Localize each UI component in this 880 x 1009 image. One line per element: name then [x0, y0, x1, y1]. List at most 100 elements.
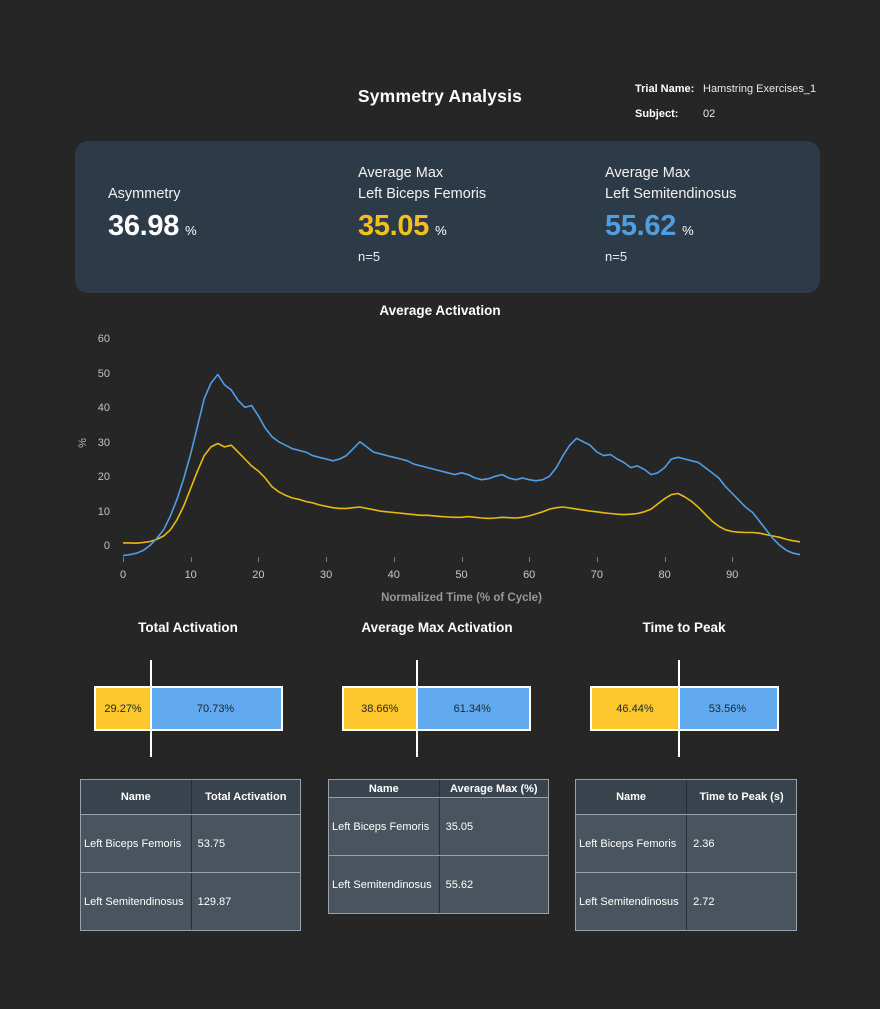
- table-row[interactable]: Left Biceps Femoris 53.75: [81, 815, 300, 872]
- table-header: Name Total Activation: [81, 780, 300, 815]
- row-name: Left Biceps Femoris: [81, 815, 192, 872]
- table-row[interactable]: Left Biceps Femoris 35.05: [329, 798, 548, 855]
- x-tick-label: 60: [523, 569, 536, 581]
- time-to-peak-right-label: 53.56%: [708, 702, 747, 715]
- column-header-average-max: Average Max (%): [449, 782, 538, 795]
- total-activation-right-label: 70.73%: [196, 702, 235, 715]
- average-max-bar[interactable]: 38.66% 61.34%: [342, 686, 531, 731]
- biceps-kpi: Average Max Left Biceps Femoris 35.05 % …: [358, 163, 486, 265]
- total-activation-title: Total Activation: [138, 620, 238, 635]
- y-tick-label: 60: [97, 333, 110, 345]
- average-max-table: Name Average Max (%) Left Biceps Femoris…: [328, 779, 549, 914]
- x-tick-label: 30: [319, 569, 333, 581]
- x-tick-label: 70: [590, 569, 604, 581]
- x-tick-label: 90: [726, 569, 739, 581]
- x-tick-mark: [529, 557, 531, 562]
- table-row[interactable]: Left Biceps Femoris 2.36: [576, 815, 796, 872]
- series-line-left-semitendinosus: [123, 373, 800, 557]
- column-header-time-to-peak: Time to Peak (s): [699, 791, 784, 803]
- row-value: 35.05: [445, 820, 474, 833]
- x-tick-mark: [393, 557, 395, 562]
- semi-label-line1: Average Max: [605, 165, 691, 181]
- asymmetry-label: Asymmetry: [108, 186, 181, 202]
- trial-name-value: Hamstring Exercises_1: [703, 83, 817, 95]
- x-tick-mark: [732, 557, 734, 562]
- time-to-peak-left-segment[interactable]: 46.44%: [592, 688, 678, 729]
- subject-row: Subject: 02: [635, 108, 816, 121]
- table-header: Name Average Max (%): [329, 780, 548, 798]
- symmetry-marker-line: [150, 660, 153, 757]
- y-tick-label: 10: [97, 505, 110, 518]
- symmetry-marker-line: [415, 660, 418, 757]
- y-tick-label: 0: [103, 540, 110, 552]
- biceps-n: n=5: [358, 249, 381, 264]
- x-tick-label: 20: [252, 569, 265, 581]
- asymmetry-unit: %: [185, 223, 197, 238]
- x-tick-mark: [326, 557, 328, 562]
- x-tick-mark: [664, 557, 666, 562]
- semi-n: n=5: [605, 249, 628, 264]
- activation-line-chart[interactable]: [123, 333, 800, 563]
- y-tick-label: 50: [97, 367, 110, 380]
- row-name: Left Semitendinosus: [576, 873, 688, 930]
- x-tick-label: 50: [455, 569, 468, 581]
- semi-value: 55.62: [605, 210, 677, 242]
- x-tick-mark: [258, 557, 260, 562]
- time-to-peak-title: Time to Peak: [642, 620, 726, 635]
- semi-label-line2: Left Semitendinosus: [605, 186, 737, 202]
- row-name: Left Biceps Femoris: [576, 815, 688, 872]
- subject-label: Subject:: [635, 108, 679, 120]
- time-to-peak-left-label: 46.44%: [616, 702, 654, 715]
- x-tick-label: 0: [119, 569, 127, 581]
- biceps-label-line1: Average Max: [358, 165, 444, 181]
- table-row[interactable]: Left Semitendinosus 55.62: [329, 855, 548, 913]
- column-header-name: Name: [81, 780, 192, 814]
- asymmetry-kpi: Asymmetry 36.98 %: [108, 163, 197, 265]
- table-row[interactable]: Left Semitendinosus 129.87: [81, 872, 300, 930]
- symmetry-marker-line: [677, 660, 680, 757]
- average-max-activation-title: Average Max Activation: [361, 620, 513, 635]
- row-value: 55.62: [445, 878, 474, 891]
- semi-unit: %: [682, 223, 694, 238]
- column-header-name: Name: [329, 780, 440, 797]
- x-tick-mark: [123, 557, 124, 562]
- trial-name-row: Trial Name: Hamstring Exercises_1: [635, 83, 816, 96]
- time-to-peak-right-segment[interactable]: 53.56%: [677, 688, 777, 729]
- biceps-unit: %: [435, 223, 447, 238]
- series-line-left-biceps-femoris: [123, 442, 800, 544]
- average-max-left-label: 38.66%: [361, 702, 399, 715]
- trial-info-block: Trial Name: Hamstring Exercises_1 Subjec…: [635, 83, 816, 133]
- average-max-right-segment[interactable]: 61.34%: [415, 688, 529, 729]
- total-activation-right-segment[interactable]: 70.73%: [150, 688, 281, 729]
- y-tick-label: 40: [97, 402, 110, 414]
- y-tick-label: 20: [97, 471, 110, 483]
- row-value: 53.75: [197, 837, 226, 850]
- total-activation-left-segment[interactable]: 29.27%: [96, 688, 151, 729]
- spacer-line: [108, 163, 197, 184]
- total-activation-left-label: 29.27%: [104, 702, 142, 715]
- page-title: Symmetry Analysis: [357, 86, 523, 106]
- semitendinosus-kpi: Average Max Left Semitendinosus 55.62 % …: [605, 163, 736, 265]
- column-header-total-activation: Total Activation: [205, 791, 287, 803]
- x-tick-mark: [190, 557, 192, 562]
- time-to-peak-bar[interactable]: 46.44% 53.56%: [590, 686, 779, 731]
- trial-name-label: Trial Name:: [635, 83, 695, 95]
- summary-card: Asymmetry 36.98 % Average Max Left Bicep…: [75, 141, 820, 293]
- x-axis-title: Normalized Time (% of Cycle): [381, 592, 542, 604]
- column-header-name: Name: [576, 780, 688, 814]
- row-name: Left Semitendinosus: [81, 873, 192, 930]
- x-tick-label: 40: [387, 569, 400, 581]
- table-header: Name Time to Peak (s): [576, 780, 796, 815]
- x-tick-label: 80: [658, 569, 671, 581]
- x-tick-mark: [461, 557, 463, 562]
- average-max-left-segment[interactable]: 38.66%: [344, 688, 416, 729]
- row-value: 2.36: [693, 837, 715, 850]
- table-row[interactable]: Left Semitendinosus 2.72: [576, 872, 796, 930]
- biceps-label-line2: Left Biceps Femoris: [358, 186, 487, 202]
- row-value: 129.87: [197, 895, 232, 908]
- total-activation-bar[interactable]: 29.27% 70.73%: [94, 686, 283, 731]
- row-value: 2.72: [693, 895, 715, 908]
- asymmetry-n: [108, 249, 197, 265]
- total-activation-table: Name Total Activation Left Biceps Femori…: [80, 779, 301, 931]
